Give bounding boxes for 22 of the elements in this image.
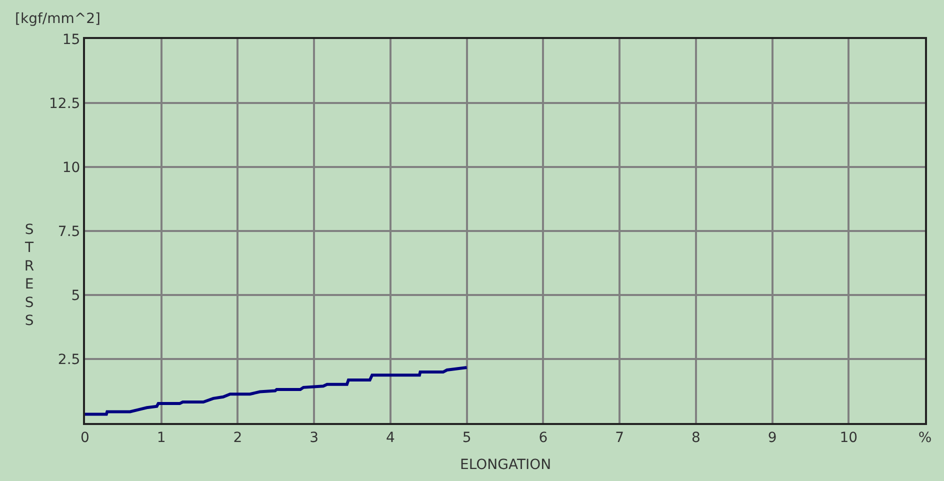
- x-tick-label: 4: [386, 430, 395, 446]
- y-tick-label: 12.5: [49, 96, 80, 112]
- x-tick-label: 1: [156, 430, 166, 446]
- x-tick-label: 10: [840, 430, 858, 446]
- x-tick-label: 0: [80, 430, 90, 446]
- y-tick-label: 15: [62, 32, 80, 48]
- text: [kgf/mm^2]: [15, 11, 100, 27]
- x-tick-label: 3: [310, 430, 319, 446]
- y-tick-label: 2.5: [58, 352, 80, 368]
- x-tick-label: 6: [538, 430, 548, 446]
- x-tick-label: %: [918, 430, 932, 446]
- x-tick-label: 8: [691, 430, 700, 446]
- x-tick-label: 7: [615, 430, 624, 446]
- x-tick-label: 5: [462, 430, 472, 446]
- x-axis-title: ELONGATION: [460, 457, 552, 473]
- line-series: [85, 366, 468, 416]
- y-tick-label: 7.5: [58, 224, 80, 240]
- y-tick-label: 5: [71, 288, 80, 304]
- y-axis-title: STRESS: [24, 222, 34, 329]
- y-tick-label: 10: [62, 160, 80, 176]
- x-tick-label: 2: [233, 430, 242, 446]
- x-tick-label: 9: [768, 430, 777, 446]
